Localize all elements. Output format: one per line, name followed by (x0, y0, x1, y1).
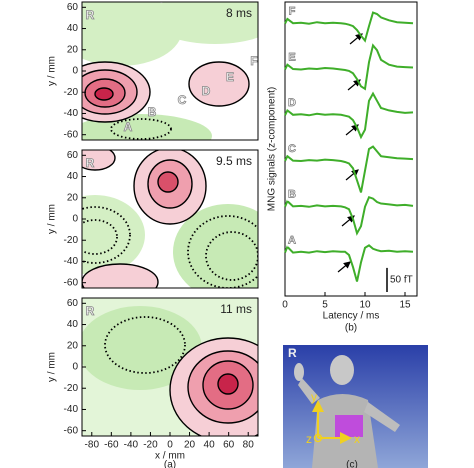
y-tick-label: 40 (67, 319, 79, 330)
trace-label-box (287, 143, 297, 156)
annotation: B (148, 105, 157, 119)
annotation: F (250, 54, 257, 68)
x-tick-label: 0 (167, 440, 173, 451)
signal-trace (284, 145, 414, 193)
trace-label-box (287, 97, 297, 110)
scale-bar-label: 50 fT (390, 275, 413, 286)
signal-trace (284, 91, 414, 140)
y-tick-label: 60 (67, 2, 79, 13)
x-tick-label: 5 (322, 300, 328, 311)
y-tick-label: -60 (64, 129, 79, 140)
x-tick-label: -40 (124, 440, 139, 451)
y-tick-label: 60 (67, 298, 79, 309)
y-tick-label: 20 (67, 192, 79, 203)
y-tick-label: 0 (72, 362, 78, 373)
x-tick-label: -60 (104, 440, 119, 451)
field-map (82, 150, 258, 288)
caption: (c) (346, 460, 358, 468)
annotation: D (202, 84, 211, 98)
map-title: 9.5 ms (216, 154, 252, 168)
x-tick-label: 0 (282, 300, 288, 311)
trace-label-box (287, 188, 297, 201)
trace-label: B (288, 189, 296, 201)
y-tick-label: 0 (72, 214, 78, 225)
x-tick-label: 80 (243, 440, 255, 451)
y-tick-label: -40 (64, 108, 79, 119)
x-tick-label: 60 (223, 440, 235, 451)
signal-trace (284, 43, 414, 91)
x-tick-label: 15 (399, 300, 411, 311)
y-tick-label: 20 (67, 44, 79, 55)
trace-label-box (287, 51, 297, 64)
y-tick-label: -40 (64, 256, 79, 267)
trace-label: C (288, 143, 296, 155)
y-tick-label: 0 (72, 66, 78, 77)
caption: (b) (345, 323, 357, 334)
signal-trace (284, 244, 414, 282)
annotation: R (86, 304, 95, 318)
axis-label: x (354, 432, 360, 446)
field-map (82, 2, 258, 140)
x-axis-label: x / mm (155, 451, 185, 462)
x-tick-label: 40 (204, 440, 216, 451)
signal-trace (284, 11, 414, 43)
y-tick-label: -20 (64, 235, 79, 246)
photo-label: R (288, 346, 297, 360)
x-tick-label: -80 (85, 440, 100, 451)
trace-label: D (288, 97, 296, 109)
annotation: R (86, 156, 95, 170)
x-tick-label: -20 (143, 440, 158, 451)
x-tick-label: 20 (184, 440, 196, 451)
annotation: E (226, 70, 234, 84)
caption: (a) (164, 460, 176, 468)
signal-trace (284, 195, 414, 236)
x-axis-label: Latency / ms (323, 311, 380, 322)
annotation: C (178, 93, 187, 107)
y-tick-label: 60 (67, 150, 79, 161)
y-tick-label: 40 (67, 171, 79, 182)
subject-photo: R y z x (c) (283, 345, 428, 468)
y-tick-label: -60 (64, 277, 79, 288)
y-tick-label: -60 (64, 425, 79, 436)
trace-label: A (288, 235, 296, 247)
y-tick-label: 40 (67, 23, 79, 34)
map-title: 8 ms (226, 6, 252, 20)
y-axis-label: MNG signals (z-component) (267, 87, 278, 211)
field-map (82, 298, 258, 436)
trace-label-box (287, 234, 297, 247)
y-tick-label: -20 (64, 383, 79, 394)
y-axis-label: y / mm (47, 56, 58, 86)
y-tick-label: 20 (67, 340, 79, 351)
trace-label: F (289, 6, 296, 18)
annotation: R (86, 8, 95, 22)
map-title: 11 ms (220, 302, 252, 316)
x-tick-label: 10 (359, 300, 371, 311)
y-axis-label: y / mm (47, 204, 58, 234)
axis-label: z (306, 432, 312, 446)
trace-label: E (288, 51, 295, 63)
axis-label: y (311, 390, 317, 404)
y-tick-label: -40 (64, 404, 79, 415)
trace-label-box (287, 5, 297, 18)
annotation: A (124, 120, 133, 134)
y-tick-label: -20 (64, 87, 79, 98)
plot-frame (284, 1, 418, 297)
y-axis-label: y / mm (47, 352, 58, 382)
